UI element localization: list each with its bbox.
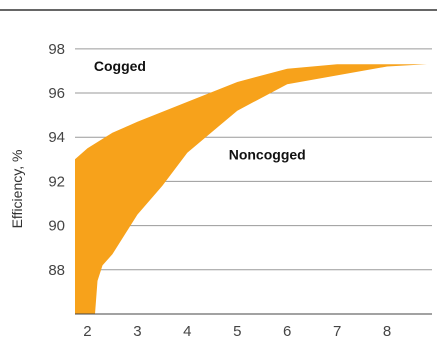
y-tick-label: 96 — [48, 85, 65, 102]
annotations: Cogged Noncogged — [94, 58, 306, 162]
y-tick-label: 94 — [48, 129, 65, 146]
x-tick-label: 3 — [133, 323, 141, 340]
annotation-label: Noncogged — [229, 146, 306, 162]
y-tick-label: 90 — [48, 218, 65, 235]
x-tick-label: 6 — [283, 323, 291, 340]
x-tick-label: 7 — [333, 323, 341, 340]
y-tick-label: 92 — [48, 173, 65, 190]
y-tick-label: 88 — [48, 262, 65, 279]
x-tick-labels: 2 3 4 5 6 7 8 — [83, 323, 391, 340]
y-axis-label: Efficiency, % — [9, 150, 25, 229]
x-tick-label: 2 — [83, 323, 91, 340]
x-tick-label: 8 — [383, 323, 391, 340]
x-tick-label: 4 — [183, 323, 191, 340]
y-tick-labels: 88 90 92 94 96 98 — [48, 41, 65, 279]
y-tick-label: 98 — [48, 41, 65, 58]
x-tick-label: 5 — [233, 323, 241, 340]
annotation-label: Cogged — [94, 58, 146, 74]
efficiency-band — [75, 64, 427, 314]
